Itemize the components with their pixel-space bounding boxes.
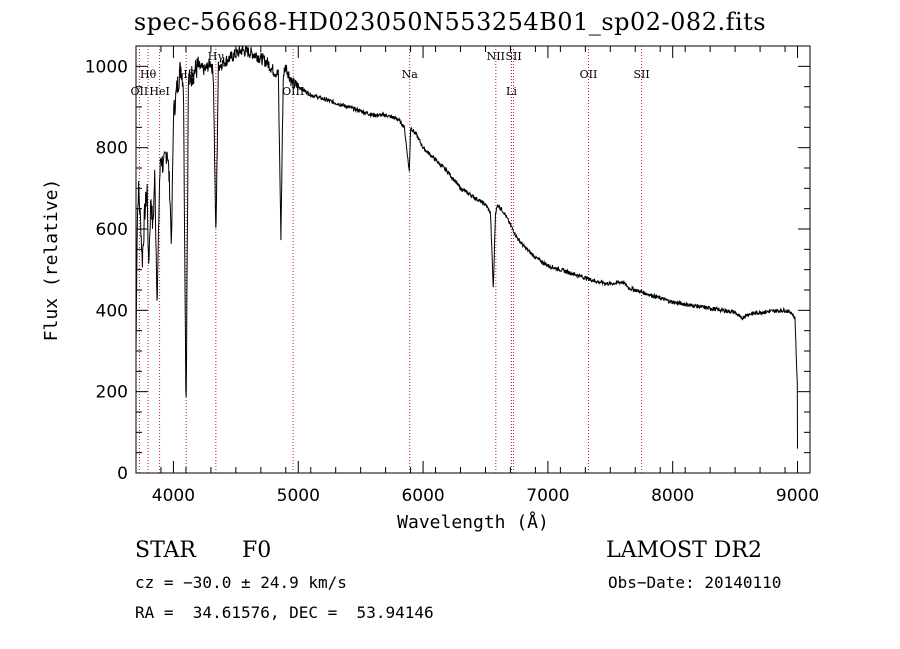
y-axis-label: Flux (relative) — [41, 179, 62, 342]
spectrum-line — [135, 46, 798, 449]
marker-label: OII — [131, 85, 149, 98]
x-tick-label: 8000 — [651, 486, 694, 506]
x-axis-label: Wavelength (Å) — [397, 511, 549, 533]
chart-title: spec-56668-HD023050N553254B01_sp02-082.f… — [133, 8, 767, 36]
obs-date-text: Obs−Date: 20140110 — [608, 573, 782, 592]
marker-label: NII — [487, 50, 505, 63]
x-tick-label: 6000 — [401, 486, 444, 506]
y-tick-label: 200 — [96, 383, 128, 403]
object-subclass: F0 — [242, 538, 272, 563]
marker-label: HeI — [149, 85, 169, 98]
y-tick-label: 800 — [96, 139, 128, 159]
marker-label: Na — [402, 68, 419, 81]
y-tick-label: 1000 — [85, 57, 128, 77]
marker-label: Hγ — [208, 50, 225, 63]
x-tick-label: 5000 — [277, 486, 320, 506]
radec-text: RA = 34.61576, DEC = 53.94146 — [135, 603, 434, 622]
x-tick-label: 9000 — [776, 486, 819, 506]
x-tick-label: 4000 — [152, 486, 195, 506]
axis-ticks: 4000 5000 6000 7000 8000 9000 0 200 400 600 800 100… — [85, 46, 819, 506]
y-tick-label: 600 — [96, 220, 128, 240]
marker-label: SII — [505, 50, 521, 63]
marker-label: Li — [506, 85, 517, 98]
object-class: STAR — [135, 538, 196, 563]
survey-label: LAMOST DR2 — [606, 538, 762, 563]
marker-label: SII — [634, 68, 650, 81]
x-tick-label: 7000 — [526, 486, 569, 506]
y-tick-label: 0 — [117, 464, 128, 484]
redshift-text: cz = −30.0 ± 24.9 km/s — [135, 573, 347, 592]
plot-frame — [135, 45, 811, 474]
marker-label: Hθ — [140, 68, 157, 81]
y-tick-label: 400 — [96, 301, 128, 321]
marker-label: OII — [580, 68, 598, 81]
marker-label: OIII — [282, 85, 304, 98]
